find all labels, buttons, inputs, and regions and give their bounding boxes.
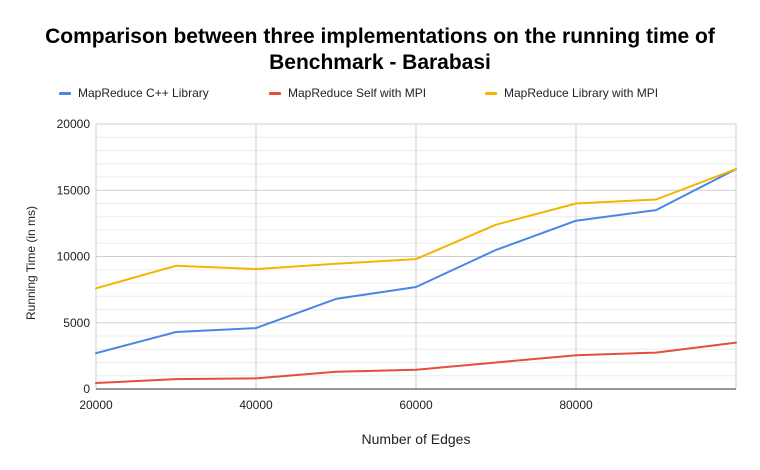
y-axis-title: Running Time (in ms) — [24, 206, 38, 320]
chart-tick-labels: 0 5000 10000 15000 20000 20000 40000 60000 80000 — [57, 117, 593, 412]
chart-grid — [95, 123, 737, 390]
legend-item-series-1[interactable]: MapReduce C++ Library — [59, 86, 209, 100]
legend-label-series-2: MapReduce Self with MPI — [288, 86, 427, 100]
y-tick-label: 20000 — [57, 117, 91, 131]
y-tick-label: 5000 — [63, 316, 90, 330]
x-axis-title: Number of Edges — [362, 431, 471, 447]
x-tick-label: 40000 — [239, 398, 273, 412]
chart-title-line-2: Benchmark - Barabasi — [269, 51, 491, 74]
legend-swatch-series-2 — [269, 91, 281, 95]
series-line-1 — [95, 168, 737, 355]
y-tick-label: 10000 — [57, 250, 91, 264]
x-tick-label: 20000 — [79, 398, 113, 412]
series-line-3 — [95, 168, 737, 290]
legend-label-series-1: MapReduce C++ Library — [78, 86, 209, 100]
y-tick-label: 15000 — [57, 183, 91, 197]
legend-swatch-series-3 — [485, 91, 497, 95]
chart-series — [95, 168, 737, 384]
legend-item-series-2[interactable]: MapReduce Self with MPI — [269, 86, 426, 100]
legend-label-series-3: MapReduce Library with MPI — [504, 86, 659, 100]
legend-swatch-series-1 — [59, 91, 71, 95]
series-line-2 — [95, 341, 737, 384]
x-tick-label: 60000 — [399, 398, 433, 412]
chart-title-line-1: Comparison between three implementations… — [45, 25, 715, 48]
chart-title: Comparison between three implementations… — [0, 24, 760, 76]
chart-legend: MapReduce C++ Library MapReduce Self wit… — [0, 86, 760, 102]
x-tick-label: 80000 — [559, 398, 593, 412]
y-tick-label: 0 — [83, 382, 90, 396]
legend-item-series-3[interactable]: MapReduce Library with MPI — [485, 86, 658, 100]
